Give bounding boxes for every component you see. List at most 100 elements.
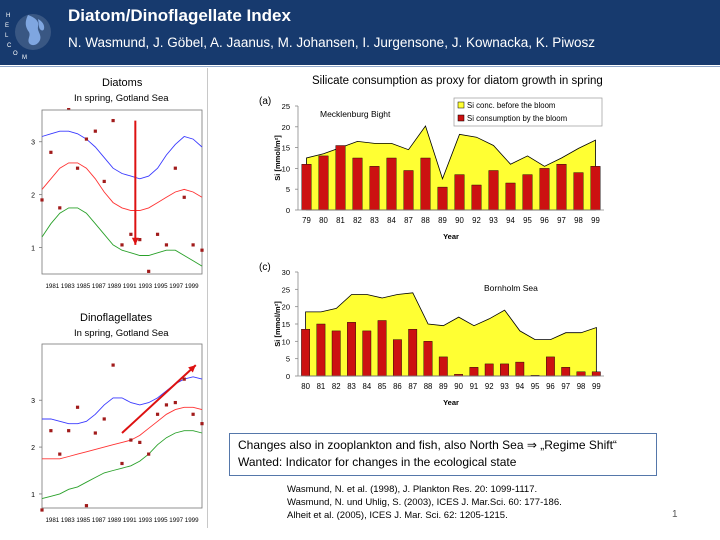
y-tick-label: 15 (282, 144, 290, 153)
x-tick-labels: 1981 1983 1985 1987 1989 1991 1993 1995 … (45, 283, 199, 290)
legend-box (453, 97, 603, 127)
data-point (138, 440, 142, 444)
header-rule (0, 62, 720, 65)
x-tick-label: 87 (408, 382, 417, 391)
x-tick-label: 94 (506, 216, 515, 225)
si-consumption-bar (454, 174, 465, 211)
header-rule-thin (0, 66, 720, 67)
legend-label-area: Si conc. before the bloom (467, 101, 555, 110)
si-consumption-bar (316, 323, 326, 377)
trend-lower-line (41, 207, 203, 267)
silicate-heading: Silicate consumption as proxy for diatom… (312, 75, 603, 87)
helcom-logo: H E L C O M (5, 13, 51, 59)
x-tick-label: 99 (591, 216, 600, 225)
x-tick-label: 92 (485, 382, 494, 391)
si-consumption-bar (352, 157, 363, 211)
data-point (147, 452, 151, 456)
diatoms-subtitle: In spring, Gotland Sea (74, 93, 169, 104)
data-point (75, 166, 80, 170)
y-tick-label: 20 (282, 303, 290, 312)
si-consumption-bar (301, 328, 311, 377)
si-consumption-bar (386, 157, 397, 211)
si-consumption-bar (362, 330, 372, 377)
header-bar: H E L C O M Diatom/Dinoflagellate Index … (0, 0, 720, 62)
data-point (200, 422, 204, 426)
data-point (191, 412, 195, 416)
si-consumption-bar (471, 184, 482, 211)
plot-frame (41, 343, 203, 509)
legend-label-bar: Si consumption by the bloom (467, 114, 567, 123)
y-tick-label: 25 (282, 285, 290, 294)
x-tick-label: 90 (454, 382, 463, 391)
data-point (102, 179, 106, 184)
si-consumption-bar (515, 361, 525, 377)
si-consumption-bar (484, 363, 494, 377)
x-tick-label: 92 (472, 216, 481, 225)
si-consumption-bar (590, 166, 601, 211)
x-tick-label: 83 (370, 216, 379, 225)
si-consumption-bar (505, 182, 516, 211)
x-tick-label: 98 (577, 382, 586, 391)
data-point (200, 248, 204, 252)
trend-upper-line (41, 130, 203, 180)
y-tick-label: 2 (31, 445, 35, 452)
reference-item: Wasmund, N. und Uhlig, S. (2003), ICES J… (287, 497, 562, 508)
data-point (84, 504, 89, 508)
x-tick-label: 82 (353, 216, 362, 225)
dinoflagellates-title: Dinoflagellates (80, 312, 153, 324)
y-tick-label: 0 (286, 372, 290, 381)
y-tick-label: 2 (31, 193, 35, 200)
x-tick-label: 96 (540, 216, 549, 225)
svg-text:O: O (13, 51, 18, 57)
si-consumption-bar (573, 172, 584, 211)
data-point (49, 150, 53, 154)
y-tick-label: 3 (31, 140, 35, 147)
dinoflagellates-subtitle: In spring, Gotland Sea (74, 328, 169, 339)
data-point (84, 137, 89, 141)
data-point (111, 118, 115, 123)
trend-center-line (41, 162, 203, 211)
y-tick-label: 5 (286, 185, 290, 194)
data-point (93, 129, 97, 133)
y-tick-label: 10 (282, 337, 290, 346)
x-tick-label: 80 (319, 216, 328, 225)
svg-text:E: E (5, 23, 9, 29)
data-point (173, 400, 177, 405)
si-conc-area (306, 125, 596, 211)
x-tick-label: 88 (424, 382, 433, 391)
data-point (138, 238, 142, 242)
data-point (58, 452, 62, 456)
si-consumption-bar (556, 163, 567, 211)
si-consumption-bar (347, 322, 356, 377)
data-point (67, 429, 71, 433)
y-tick-label: 10 (282, 164, 290, 173)
data-point (182, 377, 186, 381)
plot-frame (41, 109, 203, 275)
data-point (173, 166, 177, 170)
bornholm-sea-chart: 0 5 10 15 20 25 30 80 81 82 83 84 85 86 87 88 89 90 91 92 93… (273, 268, 604, 407)
x-axis-title: Year (443, 398, 459, 407)
y-axis-title: Si [mmol/m²] (273, 301, 282, 347)
svg-text:C: C (7, 43, 12, 49)
si-consumption-bar (561, 367, 571, 377)
data-point (164, 243, 169, 247)
x-tick-label: 99 (592, 382, 601, 391)
x-tick-label: 90 (455, 216, 464, 225)
data-point (75, 405, 80, 409)
x-tick-label: 85 (378, 382, 387, 391)
si-consumption-bar (469, 367, 479, 377)
y-tick-label: 30 (282, 268, 290, 277)
si-consumption-bar (377, 320, 387, 377)
data-point (40, 198, 44, 202)
y-axis-title: Si [mmol/m²] (273, 135, 282, 181)
x-tick-label: 82 (332, 382, 341, 391)
dinoflagellates-chart: 1 2 3 1981 1983 1985 1987 1989 1991 1993 19… (31, 343, 204, 524)
author-list: N. Wasmund, J. Göbel, A. Jaanus, M. Joha… (68, 35, 596, 50)
y-tick-label: 3 (31, 398, 35, 405)
x-tick-label: 84 (387, 216, 396, 225)
diatoms-title: Diatoms (102, 77, 143, 89)
regime-shift-note: Changes also in zooplankton and fish, al… (229, 433, 657, 476)
x-tick-label: 89 (438, 216, 447, 225)
data-point (182, 195, 186, 199)
x-tick-label: 95 (523, 216, 532, 225)
